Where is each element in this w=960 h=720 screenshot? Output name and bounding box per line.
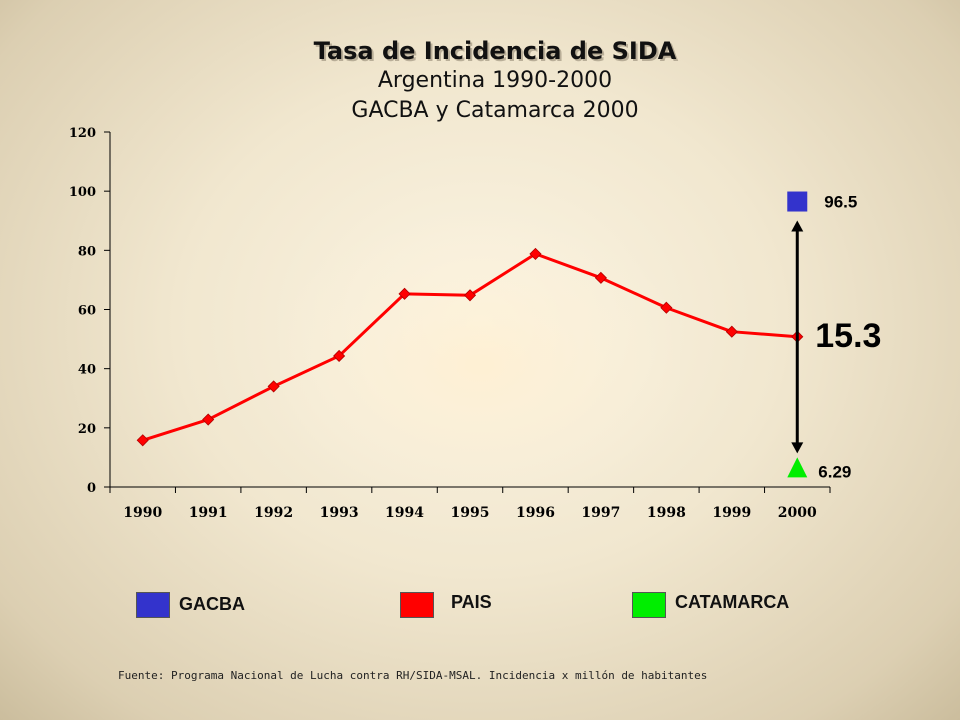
data-point-pais (267, 380, 280, 393)
source-note: Fuente: Programa Nacional de Lucha contr… (118, 669, 708, 682)
data-point-pais (463, 289, 477, 302)
legend-swatch-gacba (136, 592, 170, 618)
legend-label-pais: PAIS (451, 592, 492, 612)
legend-label-gacba: GACBA (179, 594, 245, 614)
chart-title-block: Tasa de Incidencia de SIDA Argentina 199… (0, 36, 960, 126)
data-point-pais (529, 247, 542, 260)
x-tick-label: 1994 (385, 505, 424, 521)
ratio-arrow-head-top (791, 220, 804, 232)
data-point-pais (136, 434, 149, 447)
x-tick-label: 1990 (123, 505, 162, 521)
data-point-pais (398, 287, 411, 300)
chart-title: Tasa de Incidencia de SIDA (313, 37, 677, 65)
y-tick-label: 100 (69, 185, 96, 200)
data-point-catamarca (787, 457, 808, 478)
x-tick-label: 1998 (647, 505, 686, 521)
data-point-pais (202, 413, 215, 426)
x-tick-label: 2000 (778, 505, 817, 521)
x-tick-label: 1999 (712, 505, 751, 521)
x-tick-label: 1991 (189, 505, 228, 521)
data-point-pais (725, 325, 738, 338)
y-tick-label: 0 (87, 481, 96, 496)
y-tick-label: 80 (78, 244, 96, 259)
x-tick-label: 1995 (451, 505, 490, 521)
data-point-pais (660, 301, 673, 314)
x-tick-label: 1993 (320, 505, 359, 521)
ratio-annotation: 15.3 (815, 317, 881, 355)
y-tick-label: 40 (78, 363, 96, 378)
data-point-pais (333, 349, 346, 363)
ratio-arrow-head-bottom (791, 442, 804, 454)
label-catamarca-value: 6.29 (818, 462, 851, 481)
legend-label-catamarca: CATAMARCA (675, 592, 790, 612)
y-tick-label: 20 (78, 422, 96, 437)
chart-subtitle-1: Argentina 1990-2000 (377, 68, 613, 93)
plot-glow (280, 210, 680, 490)
data-point-gacba (787, 191, 808, 212)
data-point-pais (594, 271, 607, 284)
label-gacba-value: 96.5 (824, 193, 857, 212)
x-tick-label: 1992 (254, 505, 293, 521)
legend-swatch-catamarca (632, 592, 666, 618)
x-tick-label: 1997 (581, 505, 620, 521)
y-tick-label: 120 (69, 126, 96, 141)
legend-swatch-pais (400, 592, 434, 618)
y-tick-label: 60 (78, 304, 96, 319)
x-tick-label: 1996 (516, 505, 555, 521)
chart-subtitle-2: GACBA y Catamarca 2000 (351, 98, 639, 123)
